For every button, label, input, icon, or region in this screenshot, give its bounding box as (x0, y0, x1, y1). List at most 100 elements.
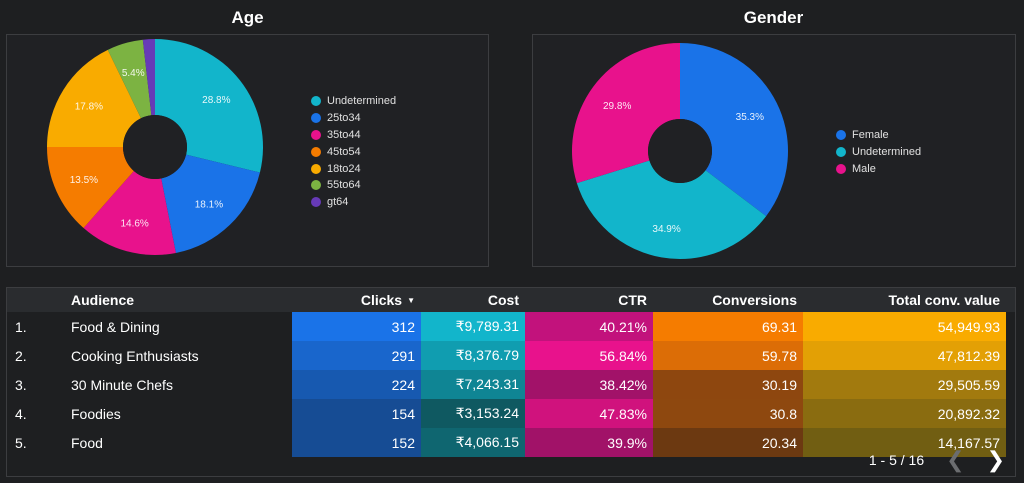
cost-cell: ₹3,153.24 (421, 399, 525, 428)
age-chart-title: Age (231, 8, 264, 27)
age-legend-label: 18to24 (327, 162, 361, 175)
row-index: 4. (15, 405, 27, 422)
gender-legend-item-undetermined[interactable]: Undetermined (836, 144, 921, 161)
gender-legend-item-female[interactable]: Female (836, 127, 921, 144)
clicks-cell: 154 (292, 399, 421, 428)
age-legend-swatch (311, 96, 321, 107)
table-row[interactable]: 2. Cooking Enthusiasts 291 ₹8,376.79 56.84% 5… (7, 341, 1015, 370)
gender-pie-chart: 35.3% 34.9% 29.8% (572, 43, 788, 259)
age-pie-chart: 28.8% 18.1% 14.6% 13.5% 17.8% 5.4% (47, 39, 263, 256)
age-slice-label-55to64: 5.4% (122, 68, 145, 79)
age-slice-label-undetermined: 28.8% (202, 95, 230, 106)
gender-chart-title: Gender (743, 8, 804, 27)
age-legend-item-undetermined[interactable]: Undetermined (311, 93, 396, 110)
gender-slice-male[interactable] (572, 43, 680, 184)
header-clicks[interactable]: Clicks ▼ (292, 288, 421, 312)
age-slice-25to34[interactable] (161, 154, 260, 253)
age-legend-item-35to44[interactable]: 35to44 (311, 127, 396, 144)
audience-cell: Foodies (71, 405, 121, 422)
total-conv-value-cell: 54,949.93 (803, 312, 1006, 341)
total-conv-value-cell: 14,167.57 (803, 428, 1006, 457)
age-legend-label: 25to34 (327, 112, 361, 125)
clicks-cell: 312 (292, 312, 421, 341)
gender-donut-hole (648, 119, 712, 183)
age-slice-label-18to24: 17.8% (75, 102, 103, 113)
conversions-cell: 30.19 (653, 370, 803, 399)
clicks-cell: 152 (292, 428, 421, 457)
table-header: Audience Clicks ▼ Cost CTR Conversions T… (7, 288, 1015, 312)
gender-slice-female[interactable] (680, 43, 788, 217)
age-legend-swatch (311, 163, 321, 174)
sort-desc-icon[interactable]: ▼ (407, 295, 415, 305)
ctr-cell: 40.21% (525, 312, 653, 341)
table-row[interactable]: 4. Foodies 154 ₹3,153.24 47.83% 30.8 20,892.32 (7, 399, 1015, 428)
gender-slice-undetermined[interactable] (576, 160, 767, 259)
total-conv-value-cell: 47,812.39 (803, 341, 1006, 370)
conversions-cell: 69.31 (653, 312, 803, 341)
header-ctr[interactable]: CTR (618, 292, 647, 308)
age-legend-swatch (311, 129, 321, 140)
cost-cell: ₹7,243.31 (421, 370, 525, 399)
row-index: 2. (15, 347, 27, 364)
age-slice-35to44[interactable] (83, 171, 176, 256)
gender-legend-label: Female (852, 129, 889, 142)
age-legend-label: 35to44 (327, 128, 361, 141)
cost-cell: ₹9,789.31 (421, 312, 525, 341)
audience-cell: Food (71, 434, 103, 451)
gender-chart-panel: 35.3% 34.9% 29.8% Female Undetermined Male (532, 34, 1016, 267)
header-clicks-label: Clicks (360, 292, 403, 308)
audience-cell: Food & Dining (71, 318, 160, 335)
gender-legend: Female Undetermined Male (836, 127, 921, 177)
row-index: 3. (15, 376, 27, 393)
conversions-cell: 20.34 (653, 428, 803, 457)
age-legend-item-45to54[interactable]: 45to54 (311, 143, 396, 160)
age-slice-gt64[interactable] (142, 39, 155, 116)
total-conv-value-cell: 29,505.59 (803, 370, 1006, 399)
age-legend-swatch (311, 197, 321, 208)
age-legend-item-55to64[interactable]: 55to64 (311, 177, 396, 194)
age-legend-label: 55to64 (327, 179, 361, 192)
conversions-cell: 30.8 (653, 399, 803, 428)
age-slice-undetermined[interactable] (155, 39, 263, 173)
table-row[interactable]: 3. 30 Minute Chefs 224 ₹7,243.31 38.42% 30.19… (7, 370, 1015, 399)
age-legend-item-25to34[interactable]: 25to34 (311, 110, 396, 127)
ctr-cell: 39.9% (525, 428, 653, 457)
age-slice-label-35to44: 14.6% (120, 218, 148, 229)
age-slice-45to54[interactable] (47, 147, 134, 229)
conversions-cell: 59.78 (653, 341, 803, 370)
age-legend-item-gt64[interactable]: gt64 (311, 194, 396, 211)
gender-legend-label: Male (852, 162, 876, 175)
gender-slice-label-male: 29.8% (603, 101, 631, 112)
cost-cell: ₹8,376.79 (421, 341, 525, 370)
row-index: 1. (15, 318, 27, 335)
header-audience[interactable]: Audience (71, 292, 135, 308)
header-total-conv-value[interactable]: Total conv. value (888, 292, 1000, 308)
age-slice-label-45to54: 13.5% (70, 175, 98, 186)
next-page-icon[interactable]: ❯ (986, 447, 1005, 472)
age-slice-18to24[interactable] (47, 49, 142, 147)
ctr-cell: 47.83% (525, 399, 653, 428)
gender-legend-swatch (836, 163, 846, 174)
age-legend-label: 45to54 (327, 145, 361, 158)
age-slice-55to64[interactable] (107, 39, 152, 119)
table-row[interactable]: 5. Food 152 ₹4,066.15 39.9% 20.34 14,167.57 (7, 428, 1015, 457)
gender-slice-label-undetermined: 34.9% (652, 224, 680, 235)
ctr-cell: 38.42% (525, 370, 653, 399)
age-legend-item-18to24[interactable]: 18to24 (311, 160, 396, 177)
ctr-cell: 56.84% (525, 341, 653, 370)
audience-table: Audience Clicks ▼ Cost CTR Conversions T… (6, 287, 1016, 477)
table-row[interactable]: 1. Food & Dining 312 ₹9,789.31 40.21% 69.31 54… (7, 312, 1015, 341)
age-legend-label: Undetermined (327, 95, 397, 108)
clicks-cell: 224 (292, 370, 421, 399)
age-legend-swatch (311, 180, 321, 191)
age-legend-label: gt64 (327, 196, 349, 209)
age-donut-hole (123, 115, 187, 179)
header-conversions[interactable]: Conversions (712, 292, 797, 308)
pagination-text: 1 - 5 / 16 (868, 452, 925, 468)
gender-legend-swatch (836, 147, 846, 158)
gender-slice-label-female: 35.3% (736, 112, 764, 123)
cost-cell: ₹4,066.15 (421, 428, 525, 457)
previous-page-icon[interactable]: ❮ (946, 447, 965, 472)
gender-legend-item-male[interactable]: Male (836, 161, 921, 178)
header-cost[interactable]: Cost (487, 292, 519, 308)
